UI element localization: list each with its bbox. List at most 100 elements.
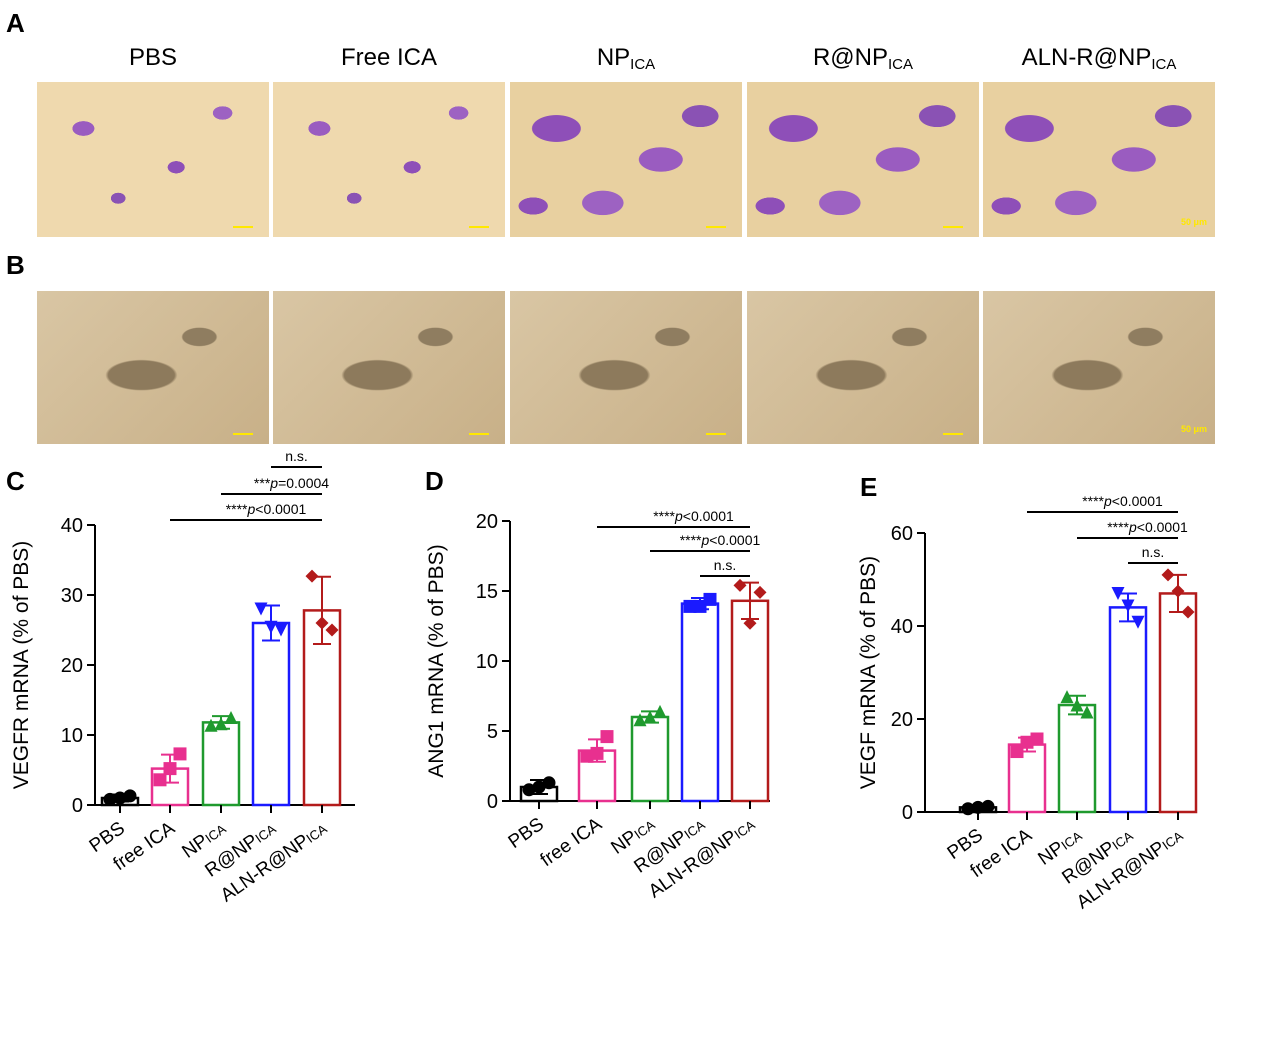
bar bbox=[730, 599, 770, 803]
p-symbol: p bbox=[247, 501, 256, 517]
micrograph-a-pbs bbox=[37, 82, 269, 237]
data-point bbox=[1171, 584, 1185, 598]
significance-label: n.s. bbox=[1142, 544, 1165, 560]
panel-letter-e: E bbox=[860, 472, 878, 502]
data-point bbox=[703, 592, 717, 606]
data-point bbox=[204, 718, 218, 732]
x-tick-label: PBS bbox=[505, 814, 548, 853]
significance-label: ****p<0.0001 bbox=[680, 532, 761, 548]
data-point bbox=[264, 620, 278, 634]
x-tick-label-subscript: ICA bbox=[252, 821, 279, 846]
significance-label: n.s. bbox=[714, 557, 737, 573]
y-axis-label: VEGFR mRNA (% of PBS) bbox=[10, 541, 33, 790]
data-point bbox=[590, 746, 604, 760]
bar bbox=[1158, 592, 1198, 814]
panel-letter-a: A bbox=[6, 8, 25, 38]
y-tick-label: 10 bbox=[61, 725, 83, 747]
significance-label: n.s. bbox=[285, 448, 308, 464]
y-tick-label: 20 bbox=[476, 511, 498, 533]
data-point bbox=[643, 710, 657, 724]
data-point bbox=[325, 623, 339, 637]
x-tick-label-subscript: ICA bbox=[731, 817, 758, 842]
x-tick-label-subscript: ICA bbox=[1159, 828, 1186, 853]
y-tick-label: 40 bbox=[61, 515, 83, 537]
micrograph-b-r-np-ica bbox=[747, 291, 979, 444]
micrograph-b-free-ica bbox=[273, 291, 505, 444]
data-point bbox=[1030, 732, 1044, 746]
data-point bbox=[733, 578, 747, 592]
y-tick-label: 0 bbox=[487, 791, 498, 813]
data-point bbox=[153, 773, 167, 787]
data-point bbox=[981, 799, 995, 813]
data-point bbox=[753, 585, 767, 599]
y-tick-label: 20 bbox=[891, 709, 913, 731]
micrograph-title-pbs: PBS bbox=[128, 44, 178, 71]
bar bbox=[201, 721, 241, 807]
x-tick-label: free ICA bbox=[537, 814, 606, 871]
x-tick-label-subscript: ICA bbox=[631, 817, 658, 842]
y-tick-label: 0 bbox=[72, 795, 83, 817]
micrograph-title-np-ica: NPICA bbox=[596, 44, 656, 73]
data-point bbox=[123, 789, 137, 803]
data-point bbox=[315, 616, 329, 630]
data-point bbox=[542, 776, 556, 790]
data-point bbox=[224, 711, 238, 724]
y-axis-label: ANG1 mRNA (% of PBS) bbox=[425, 544, 448, 777]
data-point bbox=[600, 730, 614, 744]
data-point bbox=[961, 802, 975, 816]
data-point bbox=[683, 599, 697, 613]
significance-label: ****p<0.0001 bbox=[653, 508, 734, 524]
data-point bbox=[522, 783, 536, 797]
data-point bbox=[1111, 586, 1125, 600]
data-point bbox=[580, 749, 594, 763]
x-tick-label-subscript: ICA bbox=[1109, 828, 1136, 853]
y-tick-label: 60 bbox=[891, 523, 913, 545]
p-symbol: p bbox=[1128, 519, 1137, 535]
y-tick-label: 20 bbox=[61, 655, 83, 677]
data-point bbox=[1080, 705, 1094, 719]
y-tick-label: 0 bbox=[902, 802, 913, 824]
data-point bbox=[1010, 745, 1024, 759]
y-tick-label: 5 bbox=[487, 721, 498, 743]
p-symbol: p bbox=[701, 532, 710, 548]
data-point bbox=[254, 602, 268, 616]
y-tick-label: 15 bbox=[476, 581, 498, 603]
bar bbox=[680, 602, 720, 803]
micrograph-b-np-ica bbox=[510, 291, 742, 444]
data-point bbox=[1131, 615, 1145, 629]
panel-letter-d: D bbox=[425, 466, 444, 496]
data-point bbox=[274, 623, 288, 637]
data-point bbox=[743, 616, 757, 630]
bar bbox=[1057, 703, 1097, 814]
y-tick-label: 30 bbox=[61, 585, 83, 607]
data-point bbox=[653, 704, 667, 718]
significance-label: ****p<0.0001 bbox=[226, 501, 307, 517]
micrograph-a-aln-r-np-ica: 50 μm bbox=[983, 82, 1215, 237]
data-point bbox=[1070, 698, 1084, 712]
data-point bbox=[173, 747, 187, 761]
micrograph-a-r-np-ica bbox=[747, 82, 979, 237]
y-axis-label: VEGF mRNA (% of PBS) bbox=[857, 556, 880, 789]
data-point bbox=[1060, 690, 1074, 704]
data-point bbox=[113, 791, 127, 805]
data-point bbox=[1181, 605, 1195, 619]
x-tick-label-subscript: ICA bbox=[1058, 828, 1085, 853]
significance-label: ****p<0.0001 bbox=[1082, 493, 1163, 509]
scale-label-b: 50 μm bbox=[1180, 424, 1207, 434]
significance-label: ****p<0.0001 bbox=[1107, 519, 1188, 535]
micrograph-a-np-ica bbox=[510, 82, 742, 237]
y-tick-label: 10 bbox=[476, 651, 498, 673]
data-point bbox=[214, 717, 228, 731]
scale-label-a: 50 μm bbox=[1180, 217, 1207, 227]
data-point bbox=[305, 569, 319, 583]
bar bbox=[630, 715, 670, 803]
data-point bbox=[1020, 735, 1034, 749]
x-tick-label-subscript: ICA bbox=[202, 821, 229, 846]
significance-label: ***p=0.0004 bbox=[254, 475, 329, 491]
micrograph-title-r-np-ica: R@NPICA bbox=[812, 44, 914, 73]
x-tick-label-subscript: ICA bbox=[681, 817, 708, 842]
bar bbox=[1108, 606, 1148, 814]
